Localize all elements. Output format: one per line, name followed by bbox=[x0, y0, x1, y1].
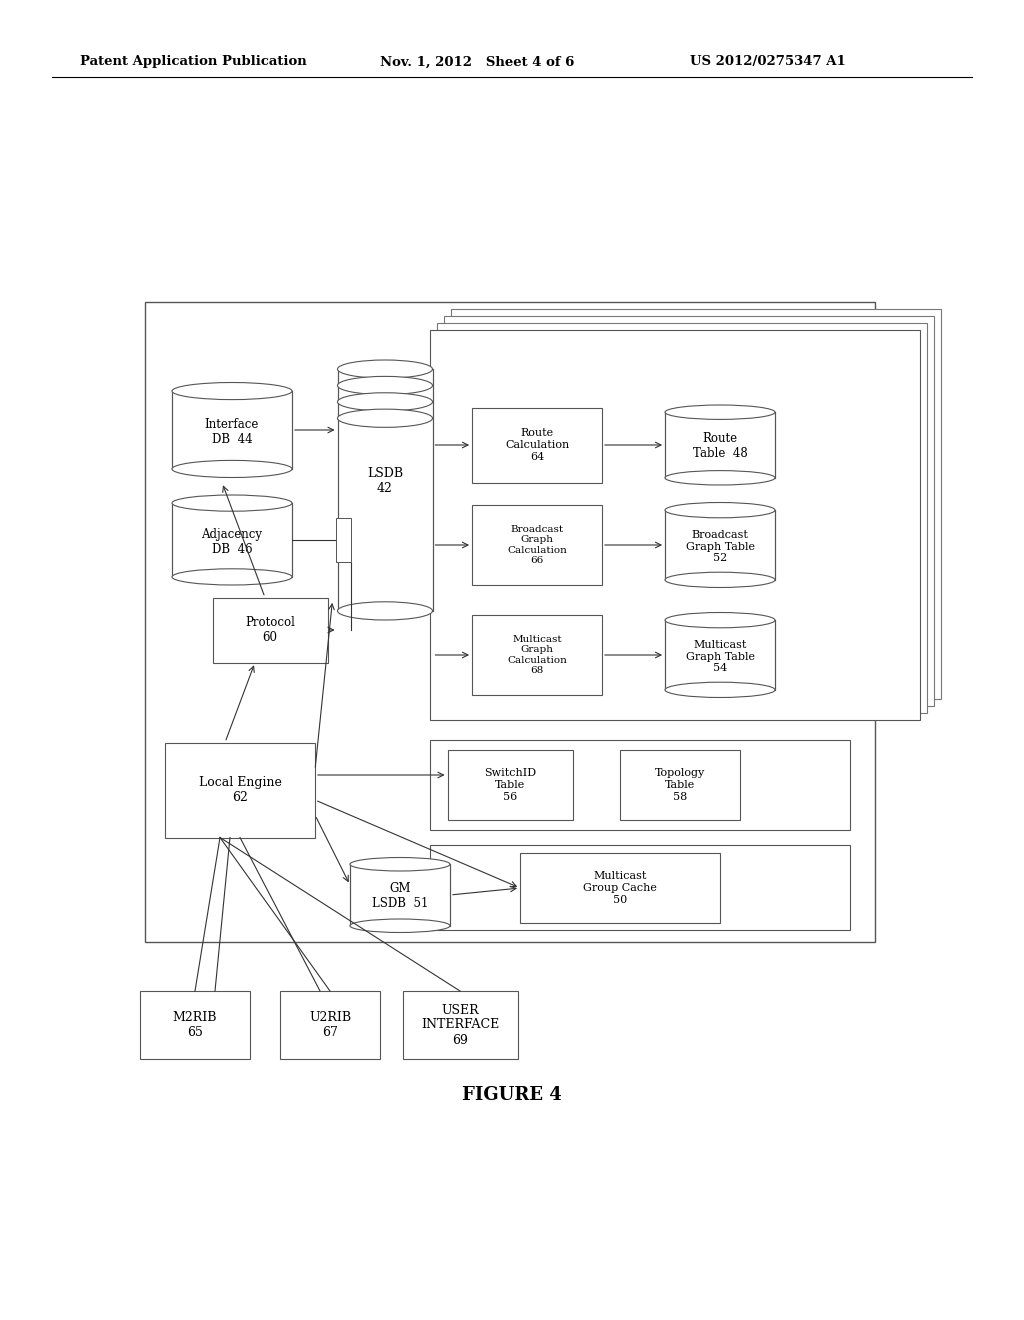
Text: Multicast
Graph Table
54: Multicast Graph Table 54 bbox=[685, 640, 755, 673]
Bar bbox=[472, 408, 602, 483]
Ellipse shape bbox=[665, 682, 775, 697]
Text: Route
Table  48: Route Table 48 bbox=[692, 433, 748, 461]
Text: M2RIB
65: M2RIB 65 bbox=[173, 1011, 217, 1039]
Text: Route
Calculation
64: Route Calculation 64 bbox=[505, 429, 569, 462]
Text: Protocol
60: Protocol 60 bbox=[245, 616, 295, 644]
Text: GM
LSDB  51: GM LSDB 51 bbox=[372, 882, 428, 911]
Bar bbox=[665, 510, 775, 579]
Bar bbox=[145, 302, 874, 942]
Ellipse shape bbox=[665, 405, 775, 420]
Ellipse shape bbox=[172, 383, 292, 400]
Ellipse shape bbox=[172, 569, 292, 585]
Bar bbox=[472, 506, 602, 585]
Bar bbox=[620, 750, 740, 820]
Ellipse shape bbox=[172, 495, 292, 511]
Text: Broadcast
Graph Table
52: Broadcast Graph Table 52 bbox=[685, 529, 755, 564]
Text: Local Engine
62: Local Engine 62 bbox=[199, 776, 282, 804]
Bar bbox=[444, 315, 934, 706]
Text: Nov. 1, 2012   Sheet 4 of 6: Nov. 1, 2012 Sheet 4 of 6 bbox=[380, 55, 574, 69]
Ellipse shape bbox=[665, 612, 775, 628]
Bar bbox=[336, 517, 350, 562]
Text: U2RIB
67: U2RIB 67 bbox=[309, 1011, 351, 1039]
Bar bbox=[520, 853, 720, 923]
Bar bbox=[451, 309, 941, 700]
Bar bbox=[172, 503, 292, 577]
Bar bbox=[172, 391, 292, 469]
Bar bbox=[140, 991, 250, 1059]
Text: USER
INTERFACE
69: USER INTERFACE 69 bbox=[421, 1003, 499, 1047]
Bar bbox=[402, 991, 517, 1059]
Text: Adjacency
DB  46: Adjacency DB 46 bbox=[202, 528, 262, 556]
Bar bbox=[338, 370, 432, 611]
Text: Multicast
Group Cache
50: Multicast Group Cache 50 bbox=[583, 871, 657, 904]
Ellipse shape bbox=[350, 919, 450, 932]
Text: Multicast
Graph
Calculation
68: Multicast Graph Calculation 68 bbox=[507, 635, 567, 675]
Ellipse shape bbox=[665, 503, 775, 517]
Ellipse shape bbox=[338, 360, 432, 379]
Bar bbox=[665, 412, 775, 478]
Ellipse shape bbox=[338, 602, 432, 620]
Text: Interface
DB  44: Interface DB 44 bbox=[205, 417, 259, 446]
Ellipse shape bbox=[665, 471, 775, 484]
Bar bbox=[437, 323, 927, 713]
Bar bbox=[280, 991, 380, 1059]
Bar bbox=[165, 742, 315, 837]
Text: SwitchID
Table
56: SwitchID Table 56 bbox=[484, 768, 536, 801]
Bar bbox=[447, 750, 572, 820]
Text: Broadcast
Graph
Calculation
66: Broadcast Graph Calculation 66 bbox=[507, 525, 567, 565]
Text: LSDB
42: LSDB 42 bbox=[367, 467, 403, 495]
Text: US 2012/0275347 A1: US 2012/0275347 A1 bbox=[690, 55, 846, 69]
Bar bbox=[430, 330, 920, 719]
Text: Patent Application Publication: Patent Application Publication bbox=[80, 55, 307, 69]
Bar bbox=[350, 865, 450, 925]
Text: FIGURE 4: FIGURE 4 bbox=[462, 1086, 562, 1104]
Ellipse shape bbox=[338, 393, 432, 411]
Ellipse shape bbox=[338, 376, 432, 395]
Bar bbox=[213, 598, 328, 663]
Bar bbox=[430, 741, 850, 830]
Bar bbox=[665, 620, 775, 690]
Bar bbox=[472, 615, 602, 696]
Ellipse shape bbox=[665, 572, 775, 587]
Ellipse shape bbox=[350, 858, 450, 871]
Ellipse shape bbox=[338, 409, 432, 428]
Text: Topology
Table
58: Topology Table 58 bbox=[655, 768, 706, 801]
Ellipse shape bbox=[172, 461, 292, 478]
Bar bbox=[430, 845, 850, 931]
